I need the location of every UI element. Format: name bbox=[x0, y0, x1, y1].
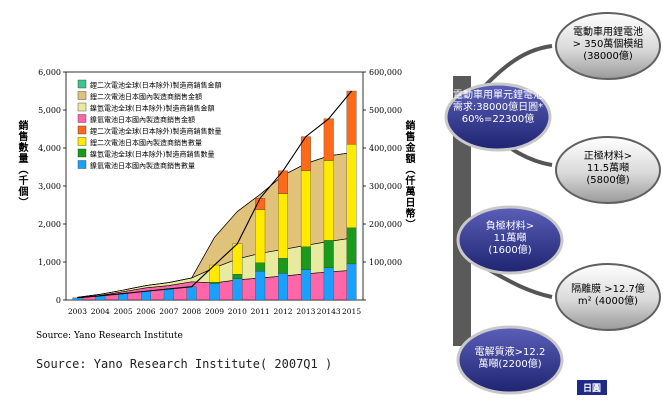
ytick-left-1: 1,000 bbox=[38, 258, 61, 267]
legend-swatch-1 bbox=[77, 91, 87, 100]
y-axis-label-left: 銷售數量（千個） bbox=[16, 120, 27, 208]
bar-0-11 bbox=[323, 267, 334, 301]
xtick-1: 2004 bbox=[91, 307, 110, 316]
node-1-text: 正極材料> 11.5萬噸 (5800億) bbox=[583, 151, 633, 186]
bar-0-5 bbox=[186, 286, 197, 301]
ytick-right-6: 600,000 bbox=[369, 68, 402, 77]
xtick-6: 2009 bbox=[205, 307, 224, 316]
legend-swatch-4 bbox=[77, 125, 87, 135]
bar-1-8 bbox=[255, 262, 266, 272]
legend-swatch-3 bbox=[77, 114, 87, 123]
currency-tag: 日圓 bbox=[577, 380, 608, 395]
source-note: Source: Yano Research Institute bbox=[36, 331, 183, 341]
bar-0-0 bbox=[72, 297, 83, 301]
xtick-8: 2011 bbox=[251, 307, 270, 316]
bar-1-7 bbox=[232, 274, 243, 279]
bar-1-10 bbox=[300, 246, 311, 270]
source-caption: Source: Yano Research Institute( 2007Q1 … bbox=[36, 357, 333, 371]
diagram-svg bbox=[444, 12, 661, 395]
bar-0-3 bbox=[141, 291, 151, 301]
ytick-right-3: 300,000 bbox=[369, 182, 402, 191]
node-0-text: 電動車用鋰電池 > 350萬個模組 (38000億) bbox=[572, 27, 644, 62]
legend-label-3: 鎳氫電池日本國內製造商銷售金額 bbox=[90, 115, 195, 124]
ytick-right-4: 400,000 bbox=[369, 144, 402, 153]
total-line bbox=[77, 90, 353, 299]
ytick-right-2: 200,000 bbox=[369, 220, 402, 229]
y-axis-label-right: 銷售金額（仟萬日幣） bbox=[403, 120, 414, 230]
chart-svg: 0 1,000 2,000 3,000 4,000 5,000 6,000 100,000 20… bbox=[38, 68, 402, 316]
bar-2-10 bbox=[300, 170, 311, 247]
bar-0-8 bbox=[255, 270, 266, 301]
legend-label-6: 鎳氫電池全球(日本除外)製造商銷售數量 bbox=[90, 150, 214, 159]
legend-swatch-6 bbox=[77, 148, 87, 158]
bar-0-7 bbox=[232, 278, 243, 301]
legend-label-2: 鎳氫電池全球(日本除外)製造商銷售金額 bbox=[90, 104, 214, 113]
legend-swatch-5 bbox=[77, 137, 87, 146]
bar-1-6 bbox=[209, 281, 220, 284]
xtick-5: 2008 bbox=[182, 307, 201, 316]
ytick-left-3: 3,000 bbox=[38, 182, 61, 191]
xtick-9: 2012 bbox=[273, 307, 292, 316]
bar-3-11 bbox=[323, 118, 334, 161]
center-node-text: 電動車用單元鋰電池需求:38000億日圓* 60%=22300億 bbox=[452, 90, 544, 125]
xtick-0: 2003 bbox=[68, 307, 87, 316]
node-4-shape bbox=[456, 325, 564, 395]
node-2-text: 負極材料> 11萬噸 (1600億) bbox=[485, 221, 535, 256]
node-3-text: 隔離膜 >12.7億 m² (4000億) bbox=[571, 284, 645, 307]
ytick-left-2: 2,000 bbox=[38, 220, 61, 229]
xtick-11: 20143 bbox=[317, 307, 341, 316]
bar-2-12 bbox=[346, 144, 357, 228]
center-node bbox=[444, 82, 552, 152]
ytick-right-5: 500,000 bbox=[369, 106, 402, 115]
bar-0-4 bbox=[163, 288, 174, 301]
bar-layer bbox=[72, 90, 357, 301]
ytick-left-4: 4,000 bbox=[38, 144, 61, 153]
bar-1-12 bbox=[346, 227, 357, 265]
ytick-right-1: 100,000 bbox=[369, 258, 402, 267]
axes-layer: 0 1,000 2,000 3,000 4,000 5,000 6,000 100,000 20… bbox=[38, 68, 402, 316]
xtick-10: 2013 bbox=[296, 307, 315, 316]
bar-0-9 bbox=[278, 273, 288, 301]
xtick-7: 2010 bbox=[228, 307, 247, 316]
legend-swatch-2 bbox=[77, 102, 87, 112]
legend: 鋰二次電池全球(日本除外)製造商銷售金額鋰二次電池日本國內製造商銷售金額鎳氫電池… bbox=[77, 79, 221, 170]
legend-label-1: 鋰二次電池日本國內製造商銷售金額 bbox=[90, 92, 202, 101]
bar-2-8 bbox=[255, 209, 266, 263]
bar-3-12 bbox=[346, 90, 357, 145]
legend-swatch-7 bbox=[77, 160, 87, 169]
node-0-shape bbox=[555, 12, 661, 80]
node-3-shape bbox=[555, 263, 661, 331]
bar-0-10 bbox=[300, 269, 311, 301]
bar-0-6 bbox=[209, 283, 220, 301]
legend-label-4: 鋰二次電池全球(日本除外)製造商銷售數量 bbox=[90, 127, 221, 136]
bar-1-11 bbox=[323, 240, 334, 268]
bar-2-11 bbox=[323, 160, 334, 241]
bar-0-12 bbox=[346, 263, 357, 301]
legend-label-7: 鎳氫電池日本國內製造商銷售數量 bbox=[90, 161, 195, 170]
node-2-shape bbox=[456, 205, 564, 275]
legend-label-0: 鋰二次電池全球(日本除外)製造商銷售金額 bbox=[90, 81, 221, 90]
node-4-text: 電解質液>12.2 萬噸(2200億) bbox=[474, 347, 546, 370]
ytick-left-0: 0 bbox=[56, 296, 61, 305]
xtick-12: 2015 bbox=[342, 307, 361, 316]
node-1-shape bbox=[555, 136, 661, 204]
xtick-3: 2006 bbox=[136, 307, 155, 316]
xtick-2: 2005 bbox=[114, 307, 133, 316]
ytick-left-6: 6,000 bbox=[38, 68, 61, 77]
bar-2-7 bbox=[232, 243, 243, 275]
legend-swatch-0 bbox=[77, 79, 87, 89]
legend-label-5: 鋰二次電池日本國內製造商銷售數量 bbox=[90, 138, 202, 147]
bar-2-9 bbox=[278, 193, 288, 259]
supply-chain-diagram: 電動車用單元鋰電池需求:38000億日圓* 60%=22300億 電動車用鋰電池… bbox=[440, 0, 663, 418]
xtick-4: 2007 bbox=[159, 307, 178, 316]
ytick-left-5: 5,000 bbox=[38, 106, 61, 115]
bar-1-9 bbox=[278, 258, 288, 274]
bar-0-2 bbox=[118, 293, 129, 301]
